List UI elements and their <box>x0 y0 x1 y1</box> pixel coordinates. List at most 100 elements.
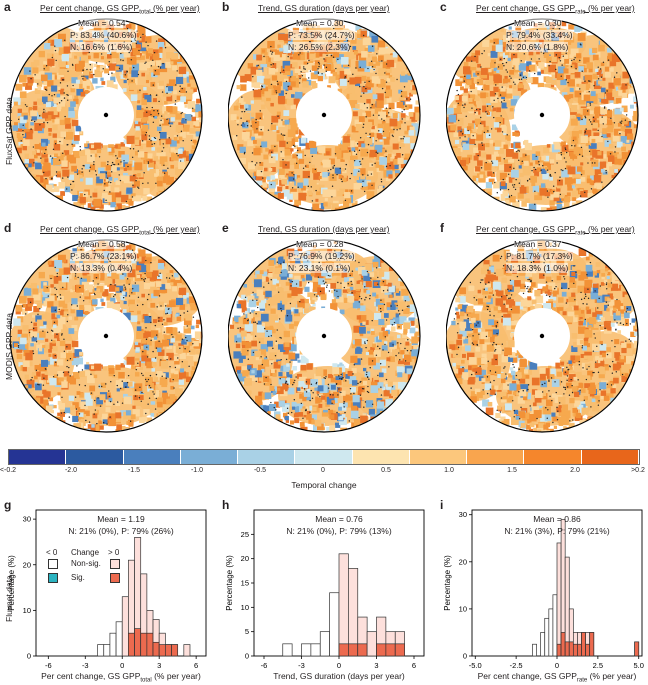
x-axis-label-tail: (% per year) <box>151 671 201 681</box>
colorbar-tick: 1.0 <box>444 467 454 474</box>
histogram-bar-significant <box>564 641 570 657</box>
stat-n: N: 26.5% (2.3%) <box>288 42 351 52</box>
stat-n: N: 13.3% (0.4%) <box>70 263 133 273</box>
histogram-bar-significant <box>556 643 562 657</box>
x-tick-label: -6 <box>261 661 268 670</box>
histogram-bar <box>121 596 129 657</box>
x-tick-label: -3 <box>82 661 89 670</box>
histogram-bar-significant <box>140 632 148 657</box>
histogram-bar-significant <box>158 644 166 657</box>
colorbar-tick: -2.0 <box>64 467 78 474</box>
panel-title-tail: (% per year) <box>585 3 635 13</box>
stat-mean: Mean = 0.28 <box>296 239 344 249</box>
colorbar-tick: >0.2 <box>631 467 645 474</box>
x-tick-label: -5.0 <box>469 661 482 670</box>
histogram-bar-significant <box>128 632 135 657</box>
x-axis-label-text: Per cent change, GS GPP <box>477 671 577 681</box>
y-tick-label: 15 <box>241 579 249 588</box>
x-tick-label: 0 <box>120 661 124 670</box>
stat-p: P: 86.7% (23.1%) <box>70 251 137 261</box>
legend-gt0: > 0 <box>108 548 120 557</box>
colorbar-tick: -1.0 <box>190 467 204 474</box>
panel-label: a <box>4 0 11 14</box>
panel-title-text: Per cent change, GS GPP <box>40 224 140 234</box>
map-panel-c: c Per cent change, GS GPPrate (% per year… <box>436 0 648 215</box>
y-axis-label: Percentage (%) <box>7 555 16 611</box>
north-pole-marker <box>539 333 545 339</box>
histogram-bar <box>301 643 312 657</box>
histogram-chart: -6 -3 0 3 6 0 5 10 15 20 25 Percentage (%) <box>225 509 425 670</box>
legend-sig: Sig. <box>71 573 85 582</box>
histogram-bar <box>97 644 105 657</box>
x-tick-label: 5.0 <box>634 661 644 670</box>
y-tick-label: 10 <box>241 603 249 612</box>
panel-title-text: Trend, GS duration (days per year) <box>258 3 390 13</box>
map-panel-a: a Per cent change, GS GPPtotal (% per yea… <box>0 0 212 215</box>
x-tick-label: 0 <box>337 661 341 670</box>
map-panel-e: e Trend, GS duration (days per year) Mean … <box>218 221 430 436</box>
histogram-bar-significant <box>134 628 142 657</box>
colorbar-segment <box>9 450 67 464</box>
histogram-bar <box>338 553 349 657</box>
panel-label: c <box>440 0 447 14</box>
panel-title-text: Per cent change, GS GPP <box>476 224 576 234</box>
stat-p: P: 73.5% (24.7%) <box>288 30 355 40</box>
polar-map <box>446 239 639 433</box>
legend-swatch-sig-pos <box>110 573 120 583</box>
legend-change: Change <box>71 548 100 557</box>
histogram-bar-significant <box>589 632 595 657</box>
y-tick-label: 0 <box>245 652 249 661</box>
panel-label: e <box>222 221 229 235</box>
row-label-fluxsat: FluxSat GPP data <box>4 97 14 165</box>
panel-title-tail: (% per year) <box>150 3 200 13</box>
stat-mean: Mean = 0.30 <box>514 18 562 28</box>
histogram-bar <box>548 608 554 657</box>
histogram-bar <box>183 644 191 657</box>
panel-title: Per cent change, GS GPPrate (% per year) <box>476 3 635 16</box>
x-axis-label-text: Trend, GS duration (days per year) <box>273 671 405 681</box>
panel-label: f <box>440 221 444 235</box>
histogram-bar-significant <box>394 643 405 657</box>
histogram-bar-significant <box>376 643 387 657</box>
histogram-bar <box>319 631 330 657</box>
hist-mean: Mean = 0.76 <box>315 514 363 524</box>
x-tick-label: 2.5 <box>593 661 603 670</box>
colorbar-title: Temporal change <box>291 480 357 490</box>
map-panel-d: d Per cent change, GS GPPtotal (% per yea… <box>0 221 212 436</box>
polar-map <box>10 239 203 433</box>
colorbar-tick: 2.0 <box>570 467 580 474</box>
histogram-bar <box>532 643 537 657</box>
stat-mean: Mean = 0.54 <box>78 18 126 28</box>
hist-mean: Mean = 1.19 <box>97 514 145 524</box>
row-label-fluxnet: Fluxnet data <box>4 575 14 622</box>
colorbar-segment <box>581 450 639 464</box>
panel-title-subscript: rate <box>575 9 586 16</box>
legend-swatch-sig-neg <box>48 573 58 583</box>
colorbar-segment <box>409 450 468 464</box>
histogram-bar-significant <box>171 644 179 657</box>
y-tick-label: 0 <box>27 652 31 661</box>
colorbar-segment <box>66 450 124 464</box>
histogram-bar <box>310 643 321 657</box>
x-tick-label: 0 <box>555 661 559 670</box>
histogram-bar-significant <box>581 632 586 657</box>
histogram-bar-significant <box>634 641 640 657</box>
colorbar-tick: 0 <box>321 467 325 474</box>
histogram-panel-h: h -6 -3 0 3 6 0 5 10 15 20 25 Percentage (%) Mean = 0… <box>218 496 430 685</box>
north-pole-marker <box>103 333 109 339</box>
panel-title: Per cent change, GS GPPtotal (% per year… <box>40 224 200 237</box>
panel-title-tail: (% per year) <box>585 224 635 234</box>
panel-label: i <box>440 498 444 512</box>
colorbar-segment <box>180 450 239 464</box>
y-tick-label: 20 <box>23 560 31 569</box>
hist-mean: Mean = 0.86 <box>533 514 581 524</box>
histogram-bar <box>115 621 123 657</box>
x-tick-label: -3 <box>298 661 305 670</box>
colorbar-segment <box>123 450 181 464</box>
panel-label: g <box>4 498 12 512</box>
y-axis-label: Percentage (%) <box>225 555 234 611</box>
histogram-panel-g: g -6 -3 0 3 6 0 10 20 30 Percentage (%) Mean = 1.19… <box>0 496 212 685</box>
colorbar-segment <box>467 450 525 464</box>
legend-nonsig: Non-sig. <box>71 559 101 568</box>
colorbar <box>8 449 640 465</box>
